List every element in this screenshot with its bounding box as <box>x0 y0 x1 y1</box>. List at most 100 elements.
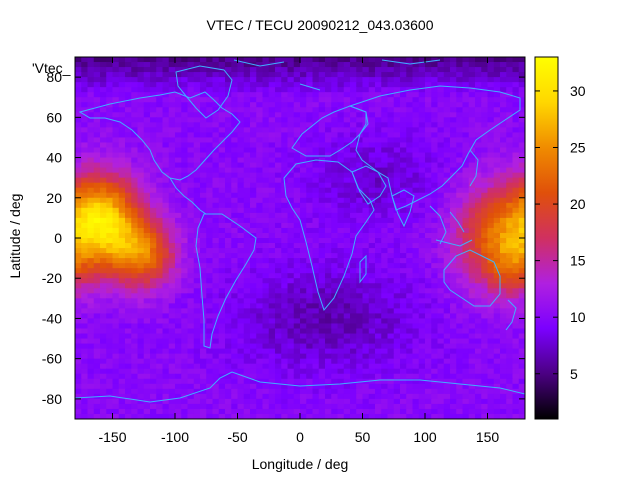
heatmap-cell <box>168 378 176 385</box>
heatmap-cell <box>350 313 357 320</box>
heatmap-cell <box>212 283 220 289</box>
heatmap-cell <box>243 227 251 234</box>
heatmap-cell <box>181 263 189 269</box>
heatmap-cell <box>162 162 170 169</box>
heatmap-cell <box>118 323 126 330</box>
heatmap-cell <box>506 278 514 284</box>
heatmap-cell <box>381 142 389 149</box>
heatmap-cell <box>425 348 432 355</box>
heatmap-cell <box>150 102 157 108</box>
heatmap-cell <box>218 182 226 189</box>
heatmap-cell <box>375 238 382 244</box>
heatmap-cell <box>500 243 507 249</box>
heatmap-cell <box>375 102 382 108</box>
heatmap-cell <box>118 67 126 73</box>
heatmap-cell <box>193 253 201 259</box>
heatmap-cell <box>106 122 114 128</box>
heatmap-cell <box>381 202 389 209</box>
heatmap-cell <box>93 192 101 199</box>
heatmap-cell <box>462 293 470 299</box>
heatmap-cell <box>287 398 295 405</box>
heatmap-cell <box>437 157 445 164</box>
heatmap-cell <box>131 323 139 330</box>
heatmap-cell <box>112 112 120 118</box>
heatmap-cell <box>243 222 251 229</box>
heatmap-cell <box>512 212 520 219</box>
heatmap-cell <box>212 308 220 315</box>
heatmap-cell <box>162 207 170 214</box>
heatmap-cell <box>443 313 451 320</box>
heatmap-cell <box>462 82 470 88</box>
heatmap-cell <box>243 238 251 244</box>
heatmap-cell <box>431 333 439 340</box>
heatmap-cell <box>81 62 89 68</box>
heatmap-cell <box>418 217 426 224</box>
heatmap-cell <box>193 97 201 103</box>
heatmap-cell <box>106 172 114 179</box>
heatmap-cell <box>175 92 182 98</box>
heatmap-cell <box>325 92 332 98</box>
heatmap-cell <box>293 187 301 194</box>
heatmap-cell <box>162 343 170 350</box>
heatmap-cell <box>431 313 439 320</box>
heatmap-cell <box>450 92 457 98</box>
heatmap-cell <box>300 212 307 219</box>
heatmap-cell <box>206 278 214 284</box>
heatmap-cell <box>293 112 301 118</box>
heatmap-cell <box>168 348 176 355</box>
heatmap-cell <box>450 268 457 274</box>
heatmap-cell <box>375 107 382 113</box>
heatmap-cell <box>93 348 101 355</box>
heatmap-cell <box>512 227 520 234</box>
heatmap-cell <box>306 102 314 108</box>
heatmap-cell <box>368 353 376 360</box>
heatmap-cell <box>87 373 95 380</box>
heatmap-cell <box>118 212 126 219</box>
heatmap-cell <box>306 298 314 304</box>
heatmap-cell <box>425 248 432 254</box>
heatmap-cell <box>325 273 332 279</box>
heatmap-cell <box>462 107 470 113</box>
heatmap-cell <box>443 323 451 330</box>
heatmap-cell <box>87 132 95 139</box>
heatmap-cell <box>112 197 120 204</box>
heatmap-cell <box>450 67 457 73</box>
heatmap-cell <box>362 172 370 179</box>
heatmap-cell <box>462 358 470 365</box>
heatmap-cell <box>343 227 351 234</box>
heatmap-cell <box>193 117 201 123</box>
heatmap-cell <box>387 62 395 68</box>
heatmap-cell <box>268 378 276 385</box>
heatmap-cell <box>350 373 357 380</box>
heatmap-cell <box>175 197 182 204</box>
heatmap-cell <box>275 92 282 98</box>
heatmap-cell <box>475 72 482 78</box>
heatmap-cell <box>418 263 426 269</box>
heatmap-cell <box>437 363 445 370</box>
heatmap-cell <box>75 318 82 325</box>
heatmap-cell <box>437 222 445 229</box>
heatmap-cell <box>156 142 164 149</box>
heatmap-cell <box>406 368 414 375</box>
heatmap-cell <box>381 137 389 144</box>
heatmap-cell <box>412 258 420 264</box>
heatmap-cell <box>193 142 201 149</box>
heatmap-cell <box>443 238 451 244</box>
heatmap-cell <box>287 293 295 299</box>
heatmap-cell <box>400 393 407 400</box>
heatmap-cell <box>350 227 357 234</box>
heatmap-cell <box>212 393 220 400</box>
heatmap-cell <box>475 97 482 103</box>
heatmap-cell <box>150 353 157 360</box>
heatmap-cell <box>168 62 176 68</box>
heatmap-cell <box>425 232 432 239</box>
heatmap-cell <box>150 348 157 355</box>
heatmap-cell <box>375 318 382 325</box>
heatmap-cell <box>243 232 251 239</box>
heatmap-cell <box>275 202 282 209</box>
heatmap-cell <box>337 217 345 224</box>
heatmap-cell <box>143 147 151 154</box>
heatmap-cell <box>387 162 395 169</box>
heatmap-cell <box>337 142 345 149</box>
heatmap-cell <box>506 358 514 365</box>
